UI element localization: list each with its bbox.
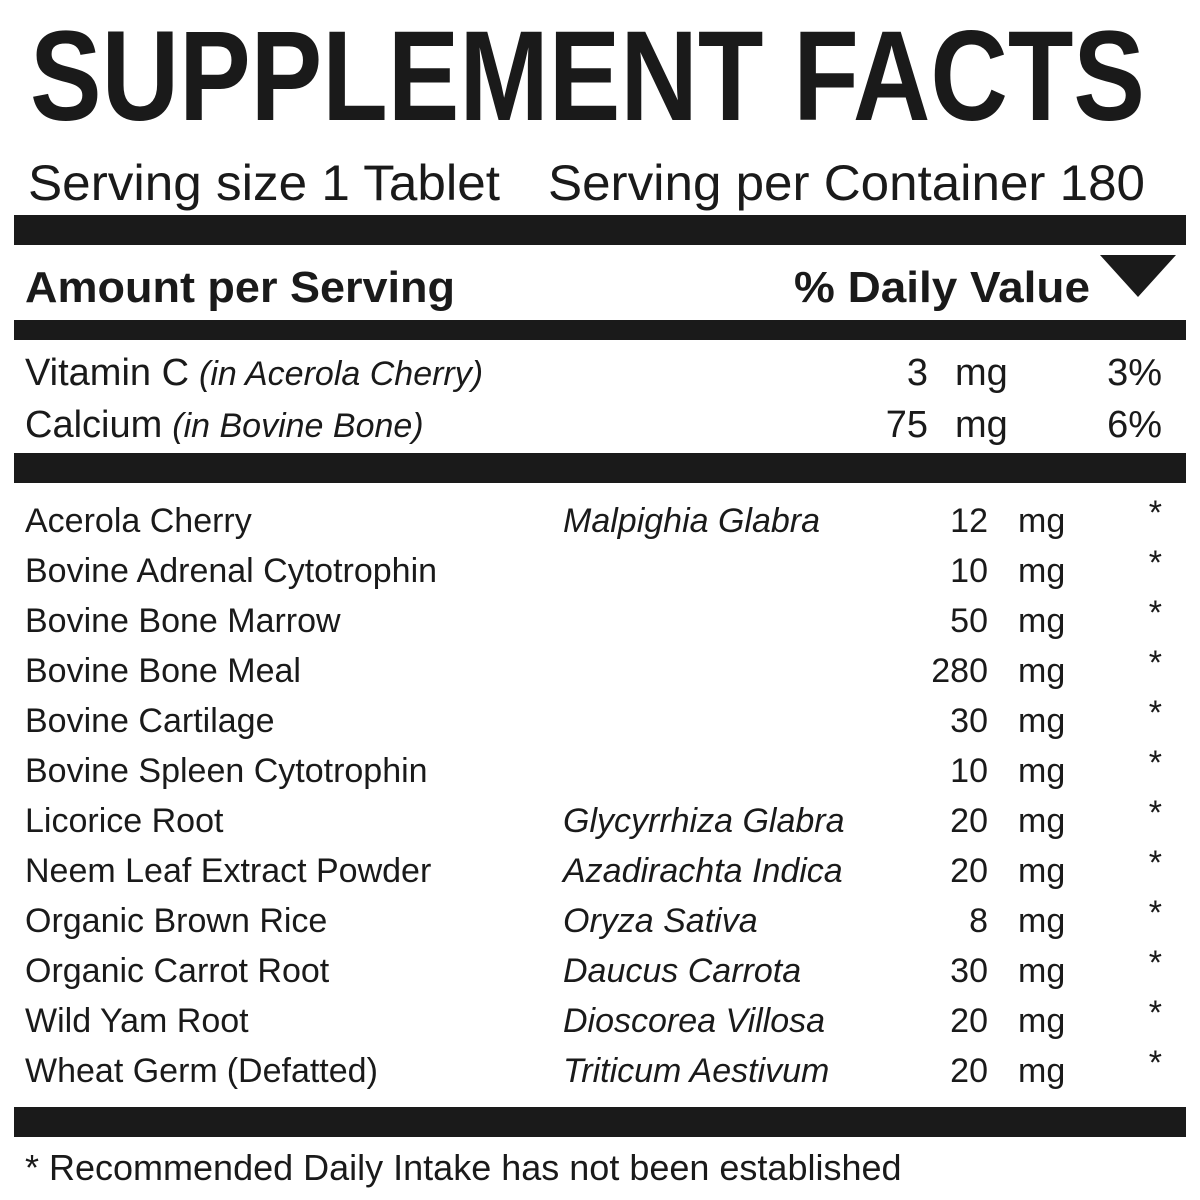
ingredient-unit: mg — [1018, 1052, 1065, 1090]
vitamin-name: Calcium — [25, 404, 162, 446]
ingredient-latin: Dioscorea Villosa — [563, 1002, 825, 1040]
ingredient-amount: 12 — [950, 502, 988, 540]
ingredient-latin: Daucus Carrota — [563, 952, 801, 990]
title: SUPPLEMENT FACTS — [30, 5, 1145, 148]
ingredient-unit: mg — [1018, 802, 1065, 840]
ingredient-name: Organic Carrot Root — [25, 952, 330, 990]
ingredient-name: Wild Yam Root — [25, 1002, 249, 1040]
rows: Vitamin C (in Acerola Cherry) 3 mg 3% Calcium… — [25, 352, 1162, 1090]
ingredient-unit: mg — [1018, 852, 1065, 890]
ingredient-amount: 10 — [950, 552, 988, 590]
divider — [14, 215, 1186, 245]
vitamin-source: (in Bovine Bone) — [172, 407, 423, 445]
ingredient-amount: 30 — [950, 702, 988, 740]
ingredient-dv: * — [1149, 494, 1162, 532]
ingredient-dv: * — [1149, 994, 1162, 1032]
vitamin-unit: mg — [955, 352, 1008, 394]
vitamin-amount: 3 — [907, 352, 928, 394]
vitamin-dv: 3% — [1107, 352, 1162, 394]
ingredient-unit: mg — [1018, 502, 1065, 540]
vitamin-dv: 6% — [1107, 404, 1162, 446]
ingredient-note: (Defatted) — [227, 1052, 378, 1090]
serving-size: Serving size 1 Tablet — [28, 155, 500, 211]
divider — [14, 320, 1186, 340]
vitamin-source: (in Acerola Cherry) — [199, 355, 483, 393]
divider — [14, 1107, 1186, 1137]
ingredient-unit: mg — [1018, 602, 1065, 640]
ingredient-amount: 8 — [969, 902, 988, 940]
ingredient-amount: 10 — [950, 752, 988, 790]
ingredient-unit: mg — [1018, 752, 1065, 790]
ingredient-dv: * — [1149, 644, 1162, 682]
ingredient-amount: 20 — [950, 802, 988, 840]
ingredient-latin: Glycyrrhiza Glabra — [563, 802, 845, 840]
ingredient-unit: mg — [1018, 702, 1065, 740]
ingredient-amount: 20 — [950, 852, 988, 890]
ingredient-name: Bovine Spleen Cytotrophin — [25, 752, 428, 790]
dv-header: % Daily Value — [794, 263, 1090, 312]
ingredient-dv: * — [1149, 744, 1162, 782]
ingredient-dv: * — [1149, 544, 1162, 582]
ingredient-dv: * — [1149, 894, 1162, 932]
ingredient-name: Bovine Adrenal Cytotrophin — [25, 552, 437, 590]
ingredient-unit: mg — [1018, 1002, 1065, 1040]
ingredient-name: Neem Leaf Extract Powder — [25, 852, 431, 890]
vitamin-unit: mg — [955, 404, 1008, 446]
ingredient-dv: * — [1149, 844, 1162, 882]
ingredient-latin: Malpighia Glabra — [563, 502, 820, 540]
vitamin-amount: 75 — [886, 404, 928, 446]
vitamin-name: Vitamin C — [25, 352, 189, 394]
ingredient-latin: Azadirachta Indica — [561, 852, 843, 890]
ingredient-amount: 20 — [950, 1052, 988, 1090]
footnote: * Recommended Daily Intake has not been … — [25, 1147, 902, 1188]
divider — [14, 453, 1186, 483]
ingredient-unit: mg — [1018, 552, 1065, 590]
ingredient-unit: mg — [1018, 652, 1065, 690]
ingredient-unit: mg — [1018, 952, 1065, 990]
ingredient-amount: 20 — [950, 1002, 988, 1040]
servings-per-container: Serving per Container 180 — [548, 155, 1145, 211]
arrow-icon — [1100, 255, 1176, 297]
ingredient-latin: Triticum Aestivum — [563, 1052, 829, 1090]
ingredient-dv: * — [1149, 944, 1162, 982]
ingredient-name: Bovine Bone Marrow — [25, 602, 341, 640]
ingredient-name: Acerola Cherry — [25, 502, 252, 540]
ingredient-latin: Oryza Sativa — [563, 902, 758, 940]
ingredient-amount: 30 — [950, 952, 988, 990]
ingredient-dv: * — [1149, 1044, 1162, 1082]
ingredient-dv: * — [1149, 694, 1162, 732]
ingredient-name: Wheat Germ — [25, 1052, 218, 1090]
ingredient-name: Organic Brown Rice — [25, 902, 327, 940]
ingredient-amount: 280 — [931, 652, 988, 690]
ingredient-dv: * — [1149, 594, 1162, 632]
ingredient-dv: * — [1149, 794, 1162, 832]
ingredient-name: Licorice Root — [25, 802, 224, 840]
ingredient-amount: 50 — [950, 602, 988, 640]
ingredient-name: Bovine Bone Meal — [25, 652, 301, 690]
amount-header: Amount per Serving — [25, 263, 455, 312]
ingredient-unit: mg — [1018, 902, 1065, 940]
ingredient-name: Bovine Cartilage — [25, 702, 274, 740]
